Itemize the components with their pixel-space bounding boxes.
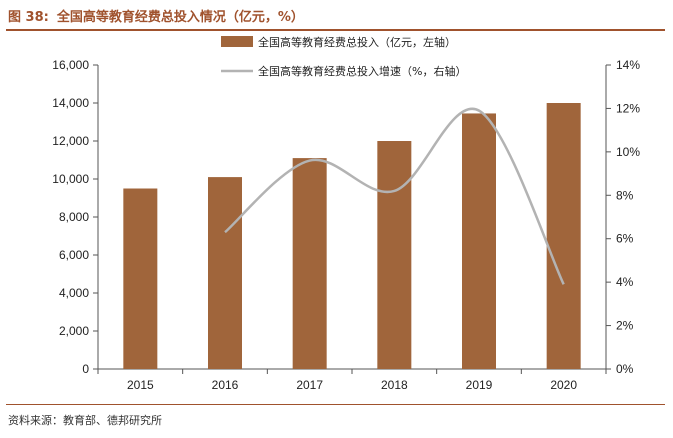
y-right-tick-label: 0%: [616, 362, 634, 376]
figure-title-text: 全国高等教育经费总投入情况（亿元，%）: [56, 10, 304, 25]
y-left-tick-label: 6,000: [59, 248, 89, 262]
bar: [462, 113, 496, 369]
bar: [377, 141, 412, 369]
bar: [123, 188, 158, 369]
y-left-tick-label: 10,000: [52, 172, 89, 186]
bar: [546, 103, 581, 369]
figure-title: 图 38: 全国高等教育经费总投入情况（亿元，%）: [8, 6, 304, 25]
x-tick-label: 2020: [550, 378, 577, 392]
source-note: 资料来源：教育部、德邦研究所: [8, 414, 162, 427]
y-right-tick-label: 14%: [616, 58, 640, 72]
y-left-tick-label: 16,000: [52, 58, 89, 72]
x-tick-label: 2019: [466, 378, 493, 392]
y-right-tick-label: 6%: [616, 232, 634, 246]
y-left-tick-label: 8,000: [59, 210, 89, 224]
bar: [292, 158, 327, 369]
chart: 全国高等教育经费总投入（亿元，左轴） 全国高等教育经费总投入增速（%，右轴） 0…: [52, 35, 640, 392]
growth-line: [224, 107, 565, 285]
tick-labels: 0 2,000 4,000 6,000 8,000 10,000 12,000 14,000 1…: [52, 58, 640, 392]
y-right-tick-label: 8%: [616, 188, 634, 202]
figure-number: 图 38:: [8, 10, 49, 25]
x-tick-label: 2015: [127, 378, 154, 392]
y-right-tick-label: 2%: [616, 319, 634, 333]
bar-series: [123, 103, 581, 369]
x-tick-label: 2018: [381, 378, 408, 392]
y-left-tick-label: 0: [82, 362, 89, 376]
y-left-tick-label: 14,000: [52, 96, 89, 110]
legend-bar-label: 全国高等教育经费总投入（亿元，左轴）: [258, 35, 456, 49]
legend-line-label: 全国高等教育经费总投入增速（%，右轴）: [258, 64, 466, 78]
axes: [93, 64, 611, 374]
legend-bar-swatch: [221, 36, 253, 47]
y-left-tick-label: 12,000: [52, 134, 89, 148]
y-right-tick-label: 10%: [616, 145, 640, 159]
x-tick-label: 2016: [212, 378, 239, 392]
y-right-tick-label: 12%: [616, 101, 640, 115]
source-divider: [6, 404, 665, 405]
x-tick-label: 2017: [296, 378, 323, 392]
bar: [208, 177, 242, 369]
y-left-tick-label: 2,000: [59, 324, 89, 338]
y-right-tick-label: 4%: [616, 275, 634, 289]
y-left-tick-label: 4,000: [59, 286, 89, 300]
title-divider: [6, 29, 665, 31]
legend: 全国高等教育经费总投入（亿元，左轴） 全国高等教育经费总投入增速（%，右轴）: [221, 35, 466, 78]
line-series: [224, 107, 565, 285]
